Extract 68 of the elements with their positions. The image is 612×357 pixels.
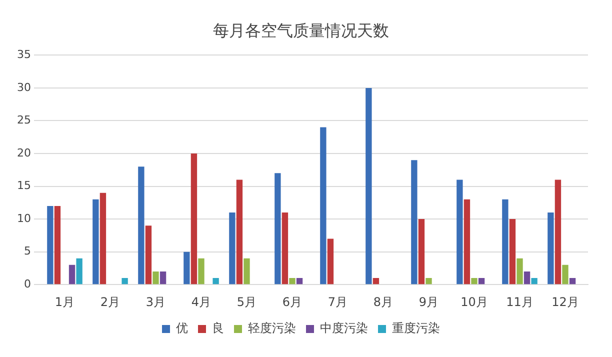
bar	[366, 88, 372, 284]
bar	[274, 173, 281, 284]
bar	[47, 206, 54, 284]
bar	[122, 278, 128, 284]
bar	[229, 212, 236, 284]
bar	[198, 258, 204, 284]
bar	[569, 278, 576, 284]
bar	[100, 192, 106, 284]
bar	[554, 180, 562, 284]
bar	[76, 258, 82, 284]
x-tick-label: 5月	[236, 294, 257, 309]
legend-label: 中度污染	[320, 321, 368, 336]
legend-label: 优	[176, 321, 188, 336]
x-tick-label: 2月	[100, 294, 120, 309]
bar	[152, 271, 159, 284]
bar	[92, 199, 99, 284]
bar	[426, 278, 432, 284]
bar	[236, 180, 243, 284]
bar	[471, 278, 478, 284]
x-tick-label: 9月	[418, 294, 439, 309]
bar	[418, 219, 425, 284]
y-tick-label: 10	[16, 212, 31, 225]
bar	[160, 271, 166, 284]
bar	[244, 258, 250, 284]
bar	[289, 278, 296, 284]
x-tick-label: 1月	[54, 294, 75, 309]
bar	[478, 278, 485, 284]
bar	[562, 264, 568, 284]
bar	[296, 278, 303, 284]
bar	[531, 278, 538, 284]
x-tick-label: 8月	[373, 294, 394, 309]
y-tick-label: 15	[16, 179, 31, 192]
bar	[68, 264, 76, 284]
bar	[138, 166, 144, 284]
x-tick-label: 6月	[282, 294, 302, 309]
x-tick-label: 11月	[506, 294, 534, 309]
x-tick-label: 3月	[146, 294, 166, 309]
legend-label: 良	[212, 321, 224, 336]
bar	[548, 212, 554, 284]
x-tick-label: 7月	[328, 294, 348, 309]
y-tick-label: 35	[16, 48, 31, 62]
bar	[212, 278, 219, 284]
bar	[502, 199, 508, 284]
y-tick-label: 20	[16, 146, 31, 160]
y-tick-label: 25	[16, 114, 31, 127]
x-tick-label: 10月	[460, 294, 488, 309]
chart-title: 每月各空气质量情况天数	[213, 20, 389, 40]
bar	[54, 206, 61, 284]
bar	[509, 219, 516, 284]
bar	[145, 226, 152, 284]
bar	[456, 180, 463, 284]
legend-label: 重度污染	[392, 321, 440, 336]
x-tick-label: 4月	[191, 294, 212, 309]
bar	[524, 271, 530, 284]
bar	[320, 127, 326, 284]
y-tick-label: 5	[24, 244, 31, 258]
bar	[190, 154, 198, 284]
bar	[327, 238, 334, 284]
bar	[411, 160, 418, 284]
y-tick-label: 0	[24, 277, 31, 290]
bar	[516, 258, 523, 284]
bar	[184, 252, 190, 284]
bar	[464, 199, 470, 284]
x-tick-label: 12月	[552, 294, 579, 309]
bar	[372, 278, 380, 284]
legend-label: 轻度污染	[248, 321, 296, 336]
y-tick-label: 30	[16, 80, 31, 94]
bar	[282, 212, 288, 284]
